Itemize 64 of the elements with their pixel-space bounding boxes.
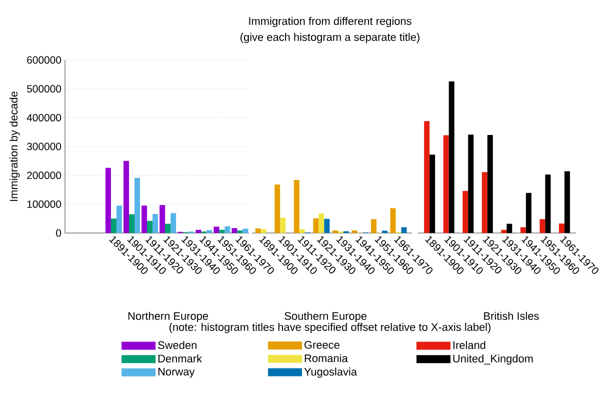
legend-label: United_Kingdom bbox=[453, 354, 533, 365]
bar bbox=[128, 214, 134, 233]
bar bbox=[280, 218, 286, 233]
bar bbox=[443, 135, 449, 233]
bar bbox=[242, 228, 248, 233]
bar bbox=[424, 121, 430, 233]
bar bbox=[324, 218, 330, 233]
bar bbox=[224, 226, 230, 233]
bar bbox=[462, 190, 468, 233]
bar bbox=[170, 213, 176, 233]
bar bbox=[294, 180, 300, 233]
text: (give each histogram a separate title) bbox=[240, 32, 420, 44]
text: British Isles bbox=[484, 312, 539, 320]
bar bbox=[299, 229, 305, 233]
y-tick-label: 200000 bbox=[27, 172, 62, 180]
bar bbox=[352, 230, 358, 233]
bar bbox=[401, 227, 407, 233]
bar bbox=[370, 219, 376, 233]
y-tick-label: 600000 bbox=[27, 56, 62, 64]
bar bbox=[105, 168, 111, 233]
bar bbox=[332, 230, 338, 233]
legend-label: Yugoslavia bbox=[304, 368, 357, 378]
bar bbox=[116, 206, 122, 233]
y-tick-label: 300000 bbox=[26, 142, 62, 150]
legend-label: Romania bbox=[304, 354, 348, 362]
bar bbox=[482, 172, 488, 233]
bar bbox=[274, 184, 280, 233]
bar bbox=[123, 160, 129, 233]
y-tick-label: 400000 bbox=[26, 114, 62, 122]
bar bbox=[540, 219, 546, 233]
y-tick-label: 0 bbox=[56, 229, 62, 237]
bar bbox=[165, 224, 171, 233]
bar bbox=[147, 220, 153, 233]
bar bbox=[134, 178, 140, 233]
legend-label: Ireland bbox=[453, 340, 486, 350]
bar bbox=[390, 208, 396, 233]
bar bbox=[196, 230, 202, 233]
bar bbox=[206, 230, 212, 233]
y-tick-label: 500000 bbox=[27, 85, 62, 93]
bar bbox=[110, 218, 116, 233]
legend-label: Greece bbox=[304, 341, 340, 349]
bar bbox=[501, 230, 507, 233]
bar bbox=[520, 227, 526, 233]
bar bbox=[232, 228, 238, 233]
bar bbox=[142, 206, 148, 233]
bar bbox=[237, 230, 243, 233]
legend-label: Sweden bbox=[158, 340, 196, 350]
text: Northern Europe bbox=[128, 312, 208, 322]
legend-label: Norway bbox=[158, 368, 195, 378]
y-axis-title: Immigration by decade bbox=[10, 92, 20, 201]
bar bbox=[558, 223, 564, 233]
bar bbox=[260, 229, 266, 233]
text: Southern Europe bbox=[284, 312, 367, 322]
legend-label: Denmark bbox=[158, 354, 202, 362]
bar bbox=[152, 214, 158, 233]
bar bbox=[160, 205, 166, 233]
y-tick-label: 100000 bbox=[27, 200, 62, 208]
bar bbox=[214, 226, 220, 233]
bar bbox=[318, 213, 324, 233]
bar bbox=[255, 228, 261, 233]
text: (note: histogram titles have specified offset relative to X-axis label) bbox=[169, 322, 490, 334]
bar bbox=[219, 230, 225, 233]
text: Immigration from different regions bbox=[249, 16, 412, 28]
bar bbox=[313, 218, 319, 233]
